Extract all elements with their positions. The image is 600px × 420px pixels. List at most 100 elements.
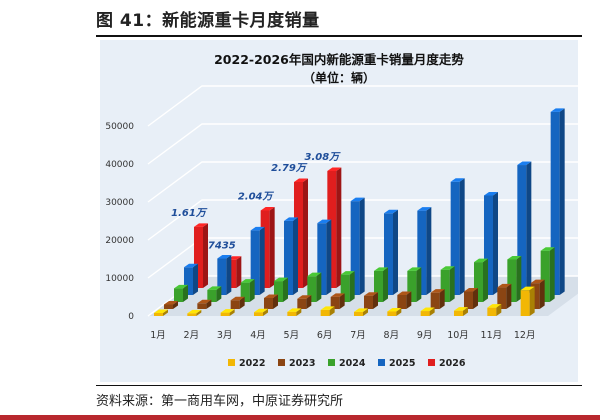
bar-front (350, 201, 360, 295)
bar-top (530, 279, 545, 284)
bar-2022-5月 (287, 308, 302, 316)
bar-front (484, 195, 493, 295)
bar-top (520, 286, 535, 291)
bar-top (197, 299, 212, 304)
x-tick-label: 6月 (317, 330, 333, 341)
chart-svg: 2022-2026年国内新能源重卡销量月度走势 （单位：辆） 0 10000 20000… (100, 40, 600, 382)
x-tick-label: 12月 (514, 330, 536, 341)
chart-subtitle: （单位：辆） (303, 70, 375, 85)
bar-front (530, 283, 540, 309)
x-tick-label: 7月 (350, 330, 366, 341)
bar-side (349, 271, 355, 302)
bar-front (207, 289, 217, 302)
bar-side (493, 191, 498, 295)
bar-top (264, 294, 278, 298)
bar-front (174, 288, 183, 302)
bar-front (240, 282, 250, 302)
bar-side (203, 223, 208, 288)
bar-side (506, 283, 512, 309)
bar-2022-4月 (254, 308, 268, 316)
bar-2024-5月 (307, 272, 322, 302)
y-tick-label: 10000 (105, 274, 134, 284)
bar-2024-7月 (374, 267, 388, 302)
bar-top (217, 255, 232, 259)
bar-front (264, 297, 273, 309)
bar-top (397, 291, 412, 295)
bar-side (373, 292, 378, 309)
title-divider (96, 35, 582, 37)
bar-2024-8月 (407, 267, 422, 302)
bar-front (417, 210, 427, 295)
bar-side (429, 307, 435, 316)
y-gridline (147, 161, 600, 203)
bar-side (393, 209, 398, 295)
bar-top (474, 258, 488, 263)
bar-side (236, 256, 242, 288)
bar-front (287, 311, 297, 316)
bar-top (274, 277, 288, 282)
bar-top (287, 308, 302, 312)
footer-accent-band (0, 415, 600, 420)
bar-top (187, 309, 202, 314)
bar-2024-3月 (240, 279, 255, 302)
bar-2023-11月 (497, 283, 512, 309)
bar-top (260, 206, 275, 211)
bar-front (197, 303, 207, 309)
bar-side (306, 295, 312, 309)
data-label: 2.04万 (238, 191, 275, 202)
bar-side (326, 219, 332, 295)
x-tick-label: 11月 (481, 330, 503, 341)
bar-front (217, 258, 227, 295)
bar-side (406, 291, 412, 309)
legend: 2022 2023 2024 2025 2026 (228, 358, 466, 369)
bar-front (507, 259, 517, 302)
chart-container: 2022-2026年国内新能源重卡销量月度走势 （单位：辆） 0 10000 20000… (100, 40, 600, 382)
data-label: 1.61万 (171, 208, 208, 219)
bar-2022-11月 (487, 304, 502, 316)
bar-front (294, 181, 303, 288)
bar-2025-5月 (317, 219, 332, 295)
bar-top (354, 308, 368, 312)
bar-top (364, 292, 378, 296)
bar-side (539, 279, 545, 309)
bar-front (397, 294, 407, 309)
bar-side (559, 108, 565, 295)
bar-top (420, 307, 435, 312)
bar-2023-5月 (297, 295, 312, 309)
bar-2026-5月 (327, 167, 342, 288)
y-tick-label: 20000 (105, 236, 134, 246)
bar-front (154, 312, 163, 316)
data-label: 3.08万 (304, 152, 341, 163)
bar-front (220, 312, 230, 316)
bar-top (297, 295, 312, 299)
bar-side (439, 289, 445, 309)
bar-front (487, 307, 497, 316)
bar-side (163, 309, 168, 316)
x-tick-label: 10月 (447, 330, 469, 341)
bar-front (297, 298, 307, 309)
bar-side (296, 308, 302, 316)
x-tick-label: 4月 (250, 330, 266, 341)
bar-2023-9月 (430, 289, 445, 309)
bar-2024-9月 (440, 266, 455, 302)
bar-2023-2月 (197, 299, 212, 309)
bar-side (303, 178, 308, 288)
bar-2025-7月 (384, 209, 398, 295)
bar-2022-3月 (220, 309, 235, 316)
bar-top (384, 209, 398, 214)
source-note: 资料来源：第一商用车网，中原证券研究所 (96, 394, 344, 409)
bar-2025-12月 (550, 108, 565, 295)
bar-top (484, 191, 498, 196)
bar-2024-6月 (340, 271, 355, 302)
x-tick-label: 9月 (417, 330, 433, 341)
bar-front (407, 270, 417, 302)
bar-side (426, 207, 432, 295)
bar-top (374, 267, 388, 271)
bar-front (550, 111, 560, 295)
x-tick-label: 5月 (284, 330, 300, 341)
bar-top (517, 161, 532, 166)
bar-top (340, 271, 355, 275)
bar-front (230, 300, 240, 309)
bar-side (463, 307, 468, 316)
